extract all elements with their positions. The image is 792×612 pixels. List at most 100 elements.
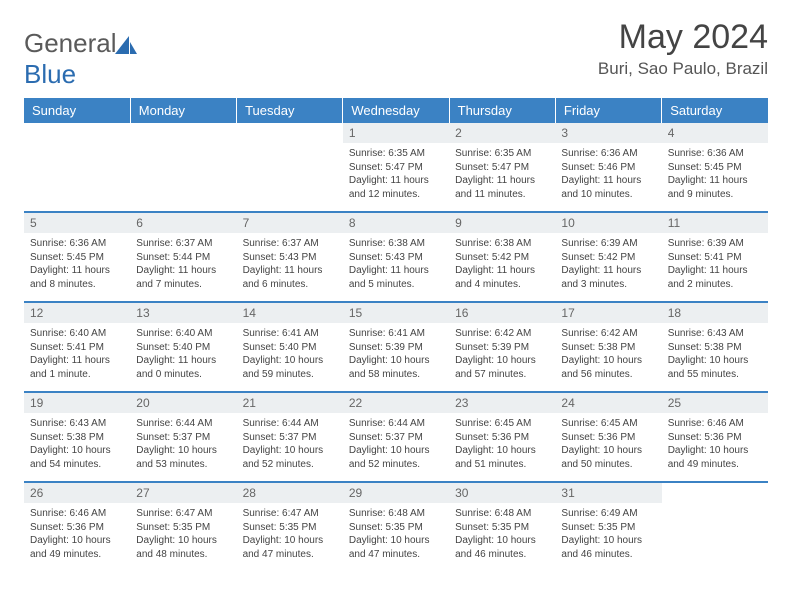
daylight-line: Daylight: 10 hours and 50 minutes. bbox=[561, 445, 642, 470]
sunrise-line: Sunrise: 6:45 AM bbox=[455, 418, 531, 429]
day-content: Sunrise: 6:41 AMSunset: 5:39 PMDaylight:… bbox=[343, 323, 449, 391]
sunrise-line: Sunrise: 6:36 AM bbox=[561, 148, 637, 159]
sunrise-line: Sunrise: 6:36 AM bbox=[30, 238, 106, 249]
day-header-friday: Friday bbox=[555, 98, 661, 123]
day-header-tuesday: Tuesday bbox=[237, 98, 343, 123]
day-number: 29 bbox=[343, 483, 449, 503]
day-number: 8 bbox=[343, 213, 449, 233]
calendar-cell: 9Sunrise: 6:38 AMSunset: 5:42 PMDaylight… bbox=[449, 212, 555, 302]
sunrise-line: Sunrise: 6:44 AM bbox=[349, 418, 425, 429]
sunrise-line: Sunrise: 6:38 AM bbox=[455, 238, 531, 249]
calendar-cell: 18Sunrise: 6:43 AMSunset: 5:38 PMDayligh… bbox=[662, 302, 768, 392]
sunrise-line: Sunrise: 6:38 AM bbox=[349, 238, 425, 249]
calendar-cell: 5Sunrise: 6:36 AMSunset: 5:45 PMDaylight… bbox=[24, 212, 130, 302]
sunset-line: Sunset: 5:47 PM bbox=[349, 162, 423, 173]
day-number: 17 bbox=[555, 303, 661, 323]
logo: GeneralBlue bbox=[24, 18, 137, 90]
day-number: 14 bbox=[237, 303, 343, 323]
day-number: 6 bbox=[130, 213, 236, 233]
calendar-body: 1Sunrise: 6:35 AMSunset: 5:47 PMDaylight… bbox=[24, 123, 768, 571]
sunrise-line: Sunrise: 6:46 AM bbox=[30, 508, 106, 519]
day-content: Sunrise: 6:47 AMSunset: 5:35 PMDaylight:… bbox=[237, 503, 343, 571]
title-block: May 2024 Buri, Sao Paulo, Brazil bbox=[598, 18, 768, 79]
day-content: Sunrise: 6:43 AMSunset: 5:38 PMDaylight:… bbox=[662, 323, 768, 391]
calendar-cell: 29Sunrise: 6:48 AMSunset: 5:35 PMDayligh… bbox=[343, 482, 449, 571]
header: GeneralBlue May 2024 Buri, Sao Paulo, Br… bbox=[24, 18, 768, 90]
day-number: 23 bbox=[449, 393, 555, 413]
day-number: 26 bbox=[24, 483, 130, 503]
daylight-line: Daylight: 10 hours and 53 minutes. bbox=[136, 445, 217, 470]
calendar-cell: 11Sunrise: 6:39 AMSunset: 5:41 PMDayligh… bbox=[662, 212, 768, 302]
sunset-line: Sunset: 5:45 PM bbox=[30, 252, 104, 263]
daylight-line: Daylight: 10 hours and 46 minutes. bbox=[455, 535, 536, 560]
sunrise-line: Sunrise: 6:44 AM bbox=[136, 418, 212, 429]
calendar-week-row: 1Sunrise: 6:35 AMSunset: 5:47 PMDaylight… bbox=[24, 123, 768, 212]
sunrise-line: Sunrise: 6:48 AM bbox=[349, 508, 425, 519]
calendar-cell: 28Sunrise: 6:47 AMSunset: 5:35 PMDayligh… bbox=[237, 482, 343, 571]
logo-text-general: General bbox=[24, 28, 117, 58]
day-number: 10 bbox=[555, 213, 661, 233]
daylight-line: Daylight: 10 hours and 56 minutes. bbox=[561, 355, 642, 380]
calendar-cell: 31Sunrise: 6:49 AMSunset: 5:35 PMDayligh… bbox=[555, 482, 661, 571]
calendar-cell bbox=[662, 482, 768, 571]
day-content: Sunrise: 6:38 AMSunset: 5:43 PMDaylight:… bbox=[343, 233, 449, 301]
day-content: Sunrise: 6:36 AMSunset: 5:45 PMDaylight:… bbox=[24, 233, 130, 301]
day-number: 24 bbox=[555, 393, 661, 413]
daylight-line: Daylight: 10 hours and 51 minutes. bbox=[455, 445, 536, 470]
sunset-line: Sunset: 5:36 PM bbox=[455, 432, 529, 443]
sunset-line: Sunset: 5:42 PM bbox=[455, 252, 529, 263]
calendar-cell: 3Sunrise: 6:36 AMSunset: 5:46 PMDaylight… bbox=[555, 123, 661, 212]
day-number: 18 bbox=[662, 303, 768, 323]
calendar-cell: 27Sunrise: 6:47 AMSunset: 5:35 PMDayligh… bbox=[130, 482, 236, 571]
day-header-monday: Monday bbox=[130, 98, 236, 123]
sunset-line: Sunset: 5:43 PM bbox=[243, 252, 317, 263]
sunset-line: Sunset: 5:38 PM bbox=[30, 432, 104, 443]
sunrise-line: Sunrise: 6:45 AM bbox=[561, 418, 637, 429]
day-number: 12 bbox=[24, 303, 130, 323]
sunrise-line: Sunrise: 6:42 AM bbox=[455, 328, 531, 339]
calendar-cell: 2Sunrise: 6:35 AMSunset: 5:47 PMDaylight… bbox=[449, 123, 555, 212]
day-number: 1 bbox=[343, 123, 449, 143]
day-number: 15 bbox=[343, 303, 449, 323]
sunset-line: Sunset: 5:46 PM bbox=[561, 162, 635, 173]
daylight-line: Daylight: 11 hours and 6 minutes. bbox=[243, 265, 323, 290]
day-number: 4 bbox=[662, 123, 768, 143]
daylight-line: Daylight: 10 hours and 52 minutes. bbox=[349, 445, 430, 470]
sunset-line: Sunset: 5:44 PM bbox=[136, 252, 210, 263]
sunrise-line: Sunrise: 6:37 AM bbox=[243, 238, 319, 249]
sunrise-line: Sunrise: 6:42 AM bbox=[561, 328, 637, 339]
sunrise-line: Sunrise: 6:46 AM bbox=[668, 418, 744, 429]
sunrise-line: Sunrise: 6:41 AM bbox=[349, 328, 425, 339]
calendar-cell: 22Sunrise: 6:44 AMSunset: 5:37 PMDayligh… bbox=[343, 392, 449, 482]
calendar-cell: 21Sunrise: 6:44 AMSunset: 5:37 PMDayligh… bbox=[237, 392, 343, 482]
day-content: Sunrise: 6:40 AMSunset: 5:40 PMDaylight:… bbox=[130, 323, 236, 391]
sunrise-line: Sunrise: 6:48 AM bbox=[455, 508, 531, 519]
daylight-line: Daylight: 11 hours and 7 minutes. bbox=[136, 265, 216, 290]
sunset-line: Sunset: 5:35 PM bbox=[455, 522, 529, 533]
sunrise-line: Sunrise: 6:49 AM bbox=[561, 508, 637, 519]
day-header-wednesday: Wednesday bbox=[343, 98, 449, 123]
sunrise-line: Sunrise: 6:44 AM bbox=[243, 418, 319, 429]
logo-text: GeneralBlue bbox=[24, 28, 137, 90]
daylight-line: Daylight: 10 hours and 57 minutes. bbox=[455, 355, 536, 380]
sunset-line: Sunset: 5:41 PM bbox=[30, 342, 104, 353]
calendar-cell: 25Sunrise: 6:46 AMSunset: 5:36 PMDayligh… bbox=[662, 392, 768, 482]
day-content: Sunrise: 6:47 AMSunset: 5:35 PMDaylight:… bbox=[130, 503, 236, 571]
calendar-week-row: 5 Sunrise: 6:36 AM Sunset: 5:45 PM Daylight… bbox=[24, 212, 768, 302]
day-number: 13 bbox=[130, 303, 236, 323]
day-content: Sunrise: 6:48 AMSunset: 5:35 PMDaylight:… bbox=[343, 503, 449, 571]
daylight-line: Daylight: 11 hours and 5 minutes. bbox=[349, 265, 429, 290]
calendar-cell: 4Sunrise: 6:36 AMSunset: 5:45 PMDaylight… bbox=[662, 123, 768, 212]
day-header-sunday: Sunday bbox=[24, 98, 130, 123]
daylight-line: Daylight: 11 hours and 2 minutes. bbox=[668, 265, 748, 290]
daylight-line: Daylight: 11 hours and 12 minutes. bbox=[349, 175, 429, 200]
calendar-week-row: 19Sunrise: 6:43 AMSunset: 5:38 PMDayligh… bbox=[24, 392, 768, 482]
daylight-line: Daylight: 11 hours and 4 minutes. bbox=[455, 265, 535, 290]
calendar-cell: 7Sunrise: 6:37 AMSunset: 5:43 PMDaylight… bbox=[237, 212, 343, 302]
day-number: 5 bbox=[24, 213, 130, 233]
day-number: 22 bbox=[343, 393, 449, 413]
day-number: 16 bbox=[449, 303, 555, 323]
sunrise-line: Sunrise: 6:37 AM bbox=[136, 238, 212, 249]
daylight-line: Daylight: 10 hours and 49 minutes. bbox=[668, 445, 749, 470]
sunset-line: Sunset: 5:42 PM bbox=[561, 252, 635, 263]
